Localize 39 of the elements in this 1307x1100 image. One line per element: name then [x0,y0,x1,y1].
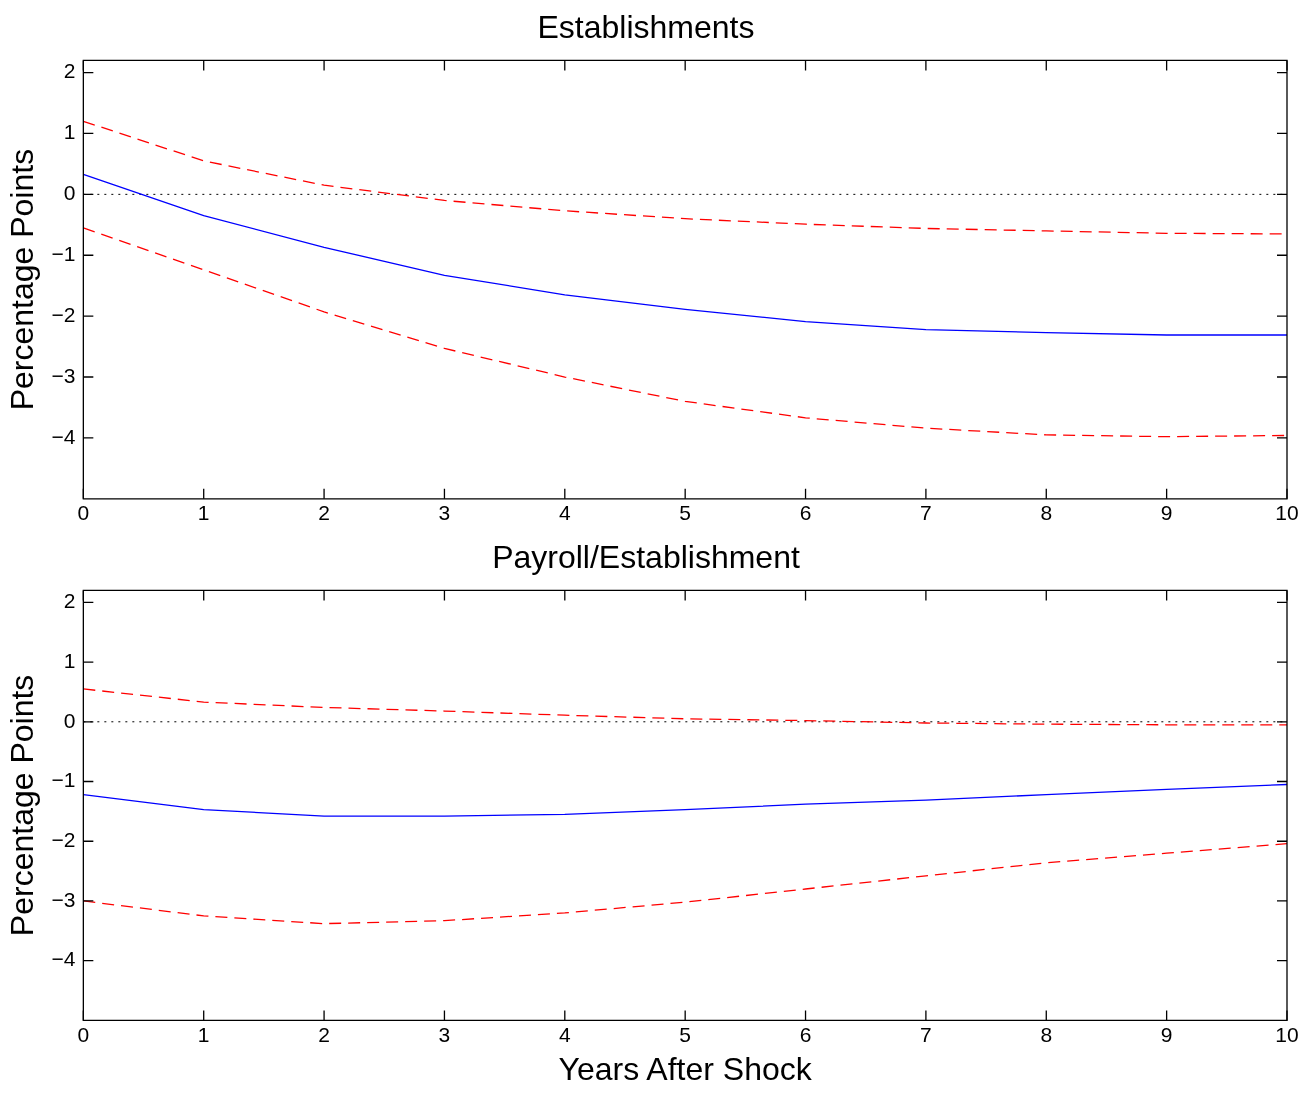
chart-title: Payroll/Establishment [492,539,800,576]
x-tick-label: 2 [318,501,330,525]
y-tick-label: −1 [51,768,76,792]
x-tick-label: 3 [438,1022,451,1046]
y-tick-label: 1 [63,648,76,672]
x-tick-label: 5 [679,1022,692,1046]
x-tick-label: 10 [1275,501,1299,525]
x-tick-label: 6 [799,501,812,525]
y-tick-label: 2 [63,589,76,613]
x-tick-label: 10 [1275,1022,1299,1046]
y-tick-label: −3 [51,363,76,387]
x-tick-label: 3 [438,501,451,525]
y-tick-label: 1 [63,120,76,144]
x-tick-label: 6 [799,1022,812,1046]
y-axis-title: Percentage Points [4,674,41,937]
x-tick-label: 1 [197,1022,210,1046]
x-tick-label: 9 [1160,1022,1173,1046]
x-tick-label: 1 [197,501,210,525]
x-axis-title: Years After Shock [558,1050,813,1087]
y-tick-label: −4 [51,947,76,971]
y-tick-label: −4 [51,424,76,448]
y-tick-label: 2 [63,59,76,83]
x-tick-label: 9 [1160,501,1173,525]
y-tick-label: −1 [51,242,76,266]
x-tick-label: 4 [558,1022,571,1046]
x-tick-label: 7 [920,1022,932,1046]
x-tick-label: 5 [679,501,692,525]
y-tick-label: 0 [63,708,76,732]
y-tick-label: −2 [51,302,76,326]
chart-title: Establishments [537,9,755,46]
y-tick-label: −3 [51,887,76,911]
x-tick-label: 4 [558,501,571,525]
x-tick-label: 8 [1040,501,1053,525]
y-tick-label: 0 [63,181,76,205]
y-tick-label: −2 [51,828,76,852]
x-tick-label: 7 [920,501,932,525]
y-axis-title: Percentage Points [4,148,41,411]
x-tick-label: 2 [318,1022,330,1046]
x-tick-label: 8 [1040,1022,1053,1046]
